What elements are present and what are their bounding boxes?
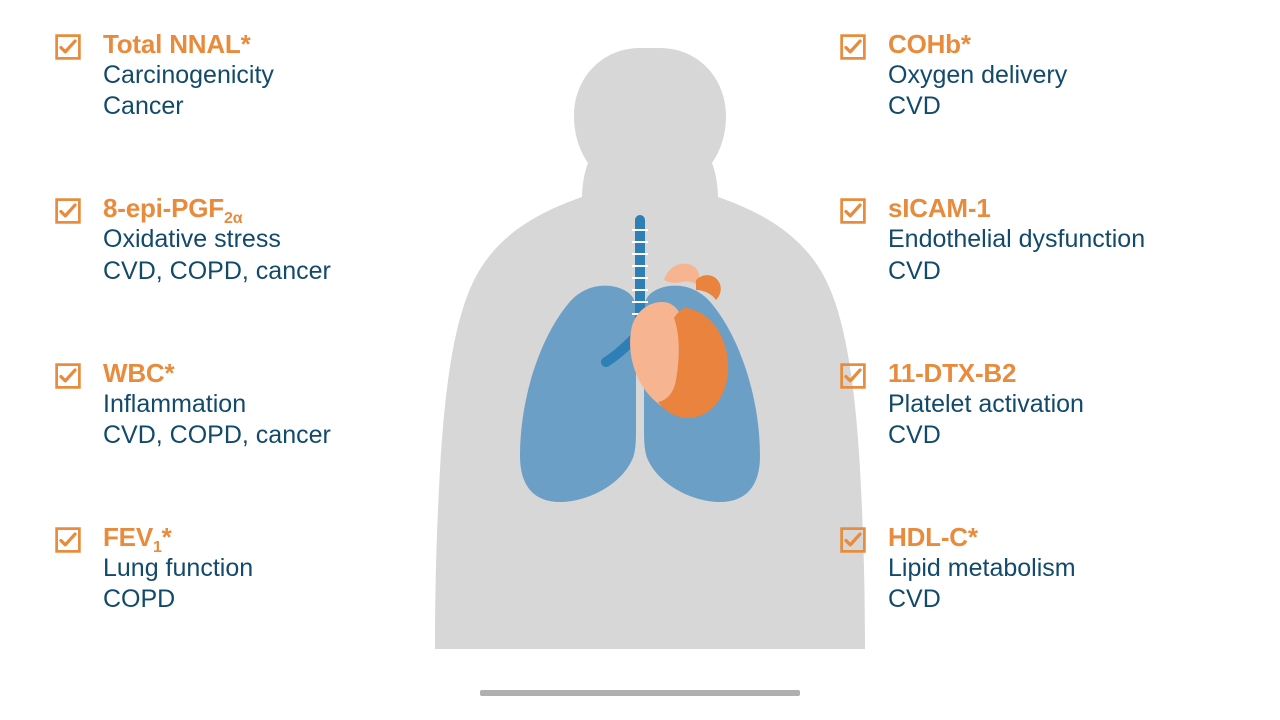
biomarker-mechanism: Platelet activation [888, 389, 1230, 420]
biomarker-mechanism: Lipid metabolism [888, 553, 1230, 584]
torso-illustration [410, 40, 870, 680]
biomarker-title: 11-DTX-B2 [888, 359, 1230, 389]
biomarker-text: 11-DTX-B2 Platelet activation CVD [888, 359, 1230, 451]
biomarker-text: 8-epi-PGF2α Oxidative stress CVD, COPD, … [103, 194, 445, 286]
check-icon [55, 198, 81, 224]
biomarker-mechanism: Inflammation [103, 389, 445, 420]
check-icon [840, 34, 866, 60]
biomarker-text: sICAM-1 Endothelial dysfunction CVD [888, 194, 1230, 286]
trachea [606, 220, 674, 362]
biomarker-list-left: Total NNAL* Carcinogenicity Cancer 8-epi… [55, 30, 445, 616]
biomarker-text: FEV1* Lung function COPD [103, 523, 445, 615]
biomarker-title: Total NNAL* [103, 30, 445, 60]
heart [630, 264, 728, 418]
biomarker-text: WBC* Inflammation CVD, COPD, cancer [103, 359, 445, 451]
biomarker-title: COHb* [888, 30, 1230, 60]
biomarker-disease: CVD [888, 91, 1230, 122]
check-icon [55, 363, 81, 389]
silhouette [435, 48, 865, 649]
check-icon [840, 198, 866, 224]
biomarker-text: HDL-C* Lipid metabolism CVD [888, 523, 1230, 615]
biomarker-title: 8-epi-PGF2α [103, 194, 445, 224]
biomarker-mechanism: Lung function [103, 553, 445, 584]
biomarker-item-right-1: sICAM-1 Endothelial dysfunction CVD [840, 194, 1230, 286]
biomarker-title: WBC* [103, 359, 445, 389]
check-icon [55, 527, 81, 553]
biomarker-text: COHb* Oxygen delivery CVD [888, 30, 1230, 122]
biomarker-disease: COPD [103, 584, 445, 615]
biomarker-mechanism: Endothelial dysfunction [888, 224, 1230, 255]
biomarker-title: FEV1* [103, 523, 445, 553]
biomarker-mechanism: Oxidative stress [103, 224, 445, 255]
trachea-rings [632, 230, 648, 314]
check-icon [840, 363, 866, 389]
biomarker-disease: CVD [888, 420, 1230, 451]
biomarker-infographic: Total NNAL* Carcinogenicity Cancer 8-epi… [0, 0, 1280, 720]
biomarker-item-right-3: HDL-C* Lipid metabolism CVD [840, 523, 1230, 615]
biomarker-item-left-3: FEV1* Lung function COPD [55, 523, 445, 615]
lungs [520, 286, 760, 502]
biomarker-text: Total NNAL* Carcinogenicity Cancer [103, 30, 445, 122]
biomarker-disease: CVD [888, 584, 1230, 615]
biomarker-item-right-2: 11-DTX-B2 Platelet activation CVD [840, 359, 1230, 451]
biomarker-disease: CVD [888, 256, 1230, 287]
biomarker-item-left-2: WBC* Inflammation CVD, COPD, cancer [55, 359, 445, 451]
biomarker-disease: Cancer [103, 91, 445, 122]
biomarker-disease: CVD, COPD, cancer [103, 420, 445, 451]
ground-line [480, 690, 800, 696]
biomarker-item-right-0: COHb* Oxygen delivery CVD [840, 30, 1230, 122]
torso-svg [410, 40, 870, 680]
biomarker-list-right: COHb* Oxygen delivery CVD sICAM-1 Endoth… [840, 30, 1230, 616]
check-icon [840, 527, 866, 553]
biomarker-mechanism: Oxygen delivery [888, 60, 1230, 91]
biomarker-mechanism: Carcinogenicity [103, 60, 445, 91]
biomarker-item-left-0: Total NNAL* Carcinogenicity Cancer [55, 30, 445, 122]
biomarker-item-left-1: 8-epi-PGF2α Oxidative stress CVD, COPD, … [55, 194, 445, 286]
biomarker-disease: CVD, COPD, cancer [103, 256, 445, 287]
biomarker-title: sICAM-1 [888, 194, 1230, 224]
biomarker-title: HDL-C* [888, 523, 1230, 553]
check-icon [55, 34, 81, 60]
